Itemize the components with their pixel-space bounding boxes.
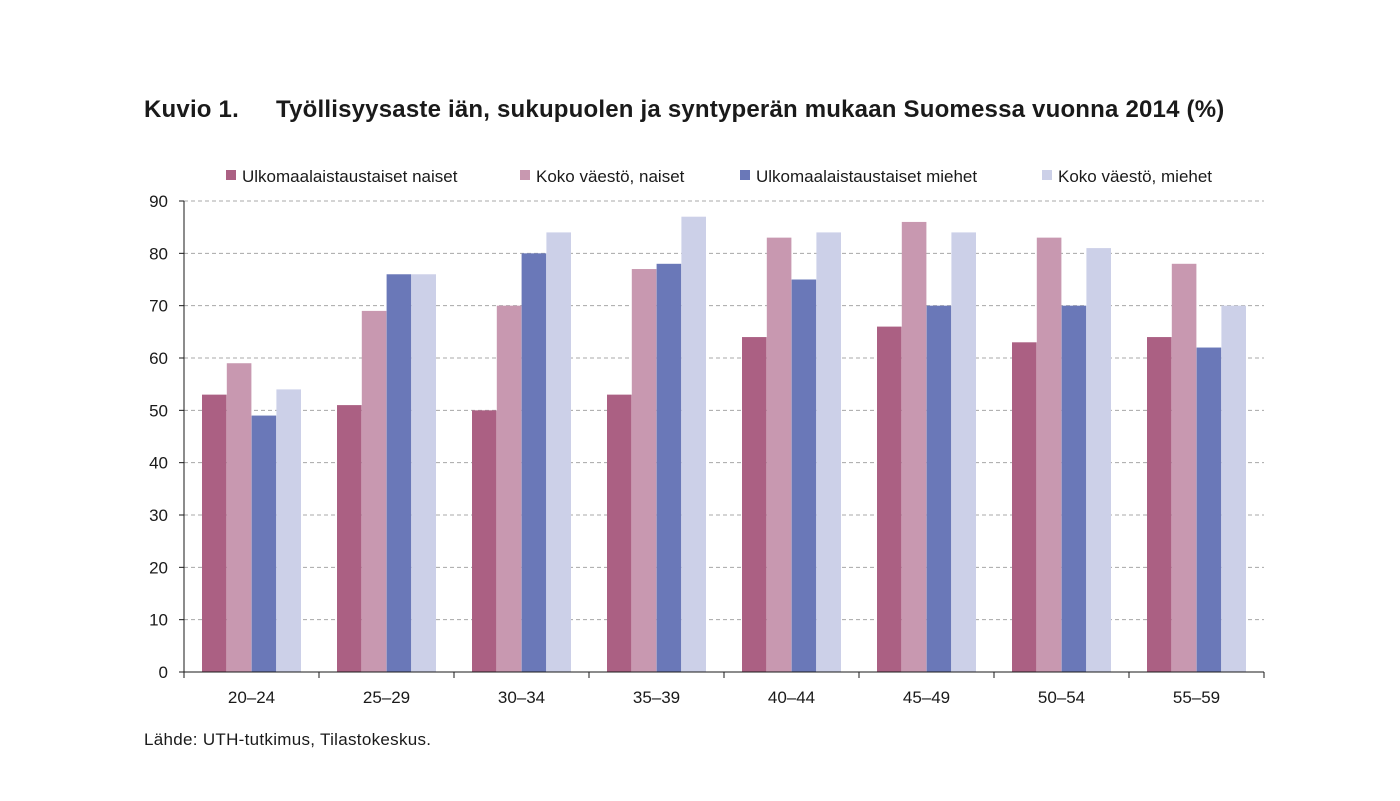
x-tick-label: 35–39 xyxy=(633,688,680,707)
x-tick-labels: 20–24 25–29 30–34 35–39 40–44 45–49 50–54 55–59 xyxy=(228,688,1220,707)
legend-swatch xyxy=(1042,170,1052,180)
bar xyxy=(901,221,927,672)
y-tick-labels: 0 10 20 30 40 50 60 70 80 90 xyxy=(149,192,168,682)
x-tick-label: 55–59 xyxy=(1173,688,1220,707)
y-tick-label: 60 xyxy=(149,349,168,368)
legend-swatch xyxy=(226,170,236,180)
y-tick-label: 50 xyxy=(149,401,168,420)
x-tick-label: 20–24 xyxy=(228,688,275,707)
x-tick-label: 30–34 xyxy=(498,688,545,707)
figure-title-text: Työllisyysaste iän, sukupuolen ja syntyp… xyxy=(276,96,1225,123)
bar xyxy=(226,363,252,672)
legend-label: Koko väestö, miehet xyxy=(1058,167,1212,186)
legend-label: Ulkomaalaistaustaiset naiset xyxy=(242,167,458,186)
bar xyxy=(1086,248,1111,672)
legend-label: Ulkomaalaistaustaiset miehet xyxy=(756,167,977,186)
bar xyxy=(1036,237,1062,672)
axes xyxy=(179,200,1265,678)
figure-title: Kuvio 1. Työllisyysaste iän, sukupuolen j… xyxy=(144,96,1224,124)
bar xyxy=(202,394,227,672)
bar xyxy=(631,269,657,672)
y-tick-label: 30 xyxy=(149,506,168,525)
bar xyxy=(1147,337,1172,672)
y-tick-label: 40 xyxy=(149,454,168,473)
y-tick-label: 70 xyxy=(149,297,168,316)
bar xyxy=(766,237,792,672)
source-note: Lähde: UTH-tutkimus, Tilastokeskus. xyxy=(144,730,432,749)
bar xyxy=(276,389,301,672)
legend-swatch xyxy=(740,170,750,180)
bar xyxy=(1061,305,1087,672)
bar xyxy=(656,263,682,672)
bar xyxy=(361,310,387,672)
bar xyxy=(1196,347,1222,672)
legend: Ulkomaalaistaustaiset naiset Koko väestö,… xyxy=(226,167,1212,186)
x-tick-label: 50–54 xyxy=(1038,688,1085,707)
bar xyxy=(386,274,412,672)
x-tick-label: 45–49 xyxy=(903,688,950,707)
bar xyxy=(472,410,497,672)
bar xyxy=(926,305,952,672)
bar xyxy=(816,232,841,672)
y-tick-label: 90 xyxy=(149,192,168,211)
bar xyxy=(546,232,571,672)
bars xyxy=(202,216,1246,673)
y-tick-label: 80 xyxy=(149,244,168,263)
bar xyxy=(521,253,547,673)
legend-swatch xyxy=(520,170,530,180)
bar xyxy=(951,232,976,672)
bar xyxy=(877,326,902,672)
x-tick-label: 25–29 xyxy=(363,688,410,707)
y-tick-label: 20 xyxy=(149,558,168,577)
bar xyxy=(681,216,706,672)
bar xyxy=(496,305,522,672)
bar xyxy=(411,274,436,672)
figure-label: Kuvio 1. xyxy=(144,96,239,123)
legend-label: Koko väestö, naiset xyxy=(536,167,685,186)
bar xyxy=(607,394,632,672)
y-tick-label: 10 xyxy=(149,611,168,630)
bar xyxy=(742,337,767,672)
bar xyxy=(1221,305,1246,672)
y-tick-label: 0 xyxy=(159,663,168,682)
bar xyxy=(251,415,277,672)
x-tick-label: 40–44 xyxy=(768,688,815,707)
bar xyxy=(337,405,362,672)
bar xyxy=(1012,342,1037,672)
bar xyxy=(1171,263,1197,672)
bar xyxy=(791,279,817,672)
